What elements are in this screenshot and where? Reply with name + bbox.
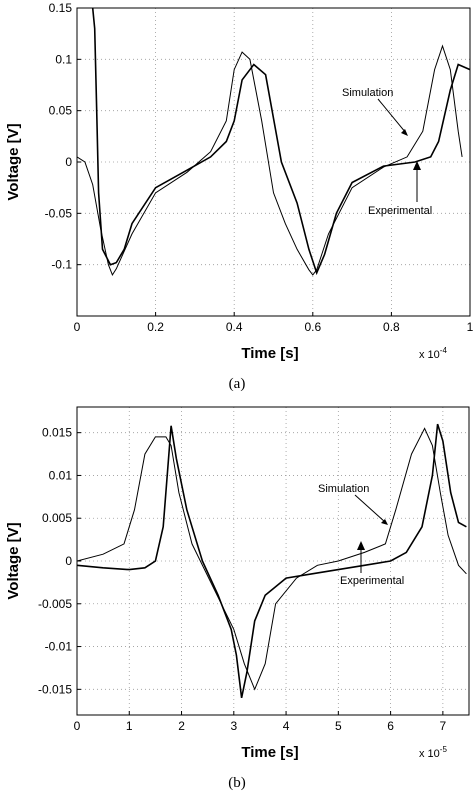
- annotation-experimental: Experimental: [368, 205, 432, 217]
- series-line-simulation: [77, 427, 467, 691]
- annotation-arrow-simulation: [354, 494, 386, 523]
- x-multiplier-base: x 10: [419, 349, 440, 361]
- annotation-simulation: Simulation: [318, 483, 369, 495]
- tick-labels: 0 1 2 3 4 5 6 7 -0.015 -0.01 -0.005 0 0.005 0.01 0.015: [38, 426, 447, 733]
- x-tick-label: 1: [467, 320, 474, 334]
- y-tick-label: -0.005: [38, 597, 72, 611]
- annotation-arrowhead-experimental: [357, 541, 365, 550]
- series-line-experimental: [77, 423, 467, 699]
- x-multiplier-exponent: -4: [440, 346, 448, 355]
- x-multiplier-exponent: -5: [440, 745, 448, 754]
- x-tick-label: 1: [126, 719, 133, 733]
- caption-a: (a): [229, 376, 246, 392]
- x-tick-label: 0.4: [226, 320, 243, 334]
- y-tick-label: -0.1: [51, 258, 72, 272]
- x-tick-label: 6: [387, 719, 394, 733]
- x-multiplier-base: x 10: [419, 748, 440, 760]
- grid-lines: [77, 407, 469, 715]
- chart-panel-a: 0 0.2 0.4 0.6 0.8 1 -0.1 -0.05 0 0.05 0.1 0.15 Volt…: [5, 1, 474, 392]
- y-axis-label: Voltage [V]: [5, 522, 22, 599]
- x-multiplier: x 10-5: [419, 745, 447, 760]
- annotation-arrowhead-simulation: [401, 129, 408, 136]
- y-tick-label: 0.015: [42, 426, 72, 440]
- annotation-simulation: Simulation: [342, 87, 393, 99]
- y-tick-label: -0.05: [45, 206, 73, 220]
- y-axis-label: Voltage [V]: [5, 123, 22, 200]
- y-tick-label: 0: [65, 554, 72, 568]
- tick-labels: 0 0.2 0.4 0.6 0.8 1 -0.1 -0.05 0 0.05 0.1 0.15: [45, 1, 474, 334]
- x-tick-label: 4: [283, 719, 290, 733]
- annotation-arrow-simulation: [377, 98, 407, 134]
- annotation-arrowhead-experimental: [413, 161, 421, 170]
- y-tick-label: -0.015: [38, 682, 72, 696]
- y-tick-label: 0.15: [49, 1, 73, 15]
- x-tick-label: 5: [335, 719, 342, 733]
- caption-b: (b): [228, 775, 246, 791]
- x-multiplier: x 10-4: [419, 346, 447, 361]
- x-tick-label: 0.2: [147, 320, 164, 334]
- series-lines: [77, 423, 467, 699]
- y-tick-label: 0.01: [49, 468, 73, 482]
- series-line-simulation: [77, 44, 463, 276]
- y-tick-label: 0.05: [49, 104, 73, 118]
- y-tick-label: 0.1: [55, 52, 72, 66]
- x-axis-label: Time [s]: [241, 744, 298, 761]
- x-tick-label: 0: [74, 719, 81, 733]
- x-tick-label: 7: [440, 719, 447, 733]
- series-lines: [77, 8, 470, 276]
- annotation-experimental: Experimental: [340, 575, 404, 587]
- y-tick-label: -0.01: [45, 640, 73, 654]
- x-tick-label: 0.8: [383, 320, 400, 334]
- grid-lines: [77, 8, 470, 316]
- series-line-experimental: [91, 8, 470, 276]
- y-tick-label: 0.005: [42, 511, 72, 525]
- x-tick-label: 0: [74, 320, 81, 334]
- chart-panel-b: 0 1 2 3 4 5 6 7 -0.015 -0.01 -0.005 0 0.005 0.01 0.015…: [5, 406, 470, 791]
- x-tick-label: 2: [178, 719, 185, 733]
- annotation-arrowhead-simulation: [381, 519, 388, 525]
- x-tick-label: 0.6: [304, 320, 321, 334]
- y-tick-label: 0: [65, 155, 72, 169]
- x-axis-label: Time [s]: [241, 345, 298, 362]
- x-tick-label: 3: [230, 719, 237, 733]
